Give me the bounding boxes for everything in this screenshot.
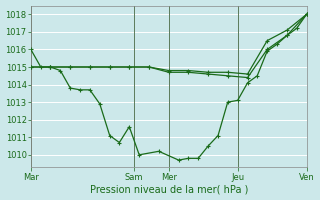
X-axis label: Pression niveau de la mer( hPa ): Pression niveau de la mer( hPa ) xyxy=(90,184,248,194)
